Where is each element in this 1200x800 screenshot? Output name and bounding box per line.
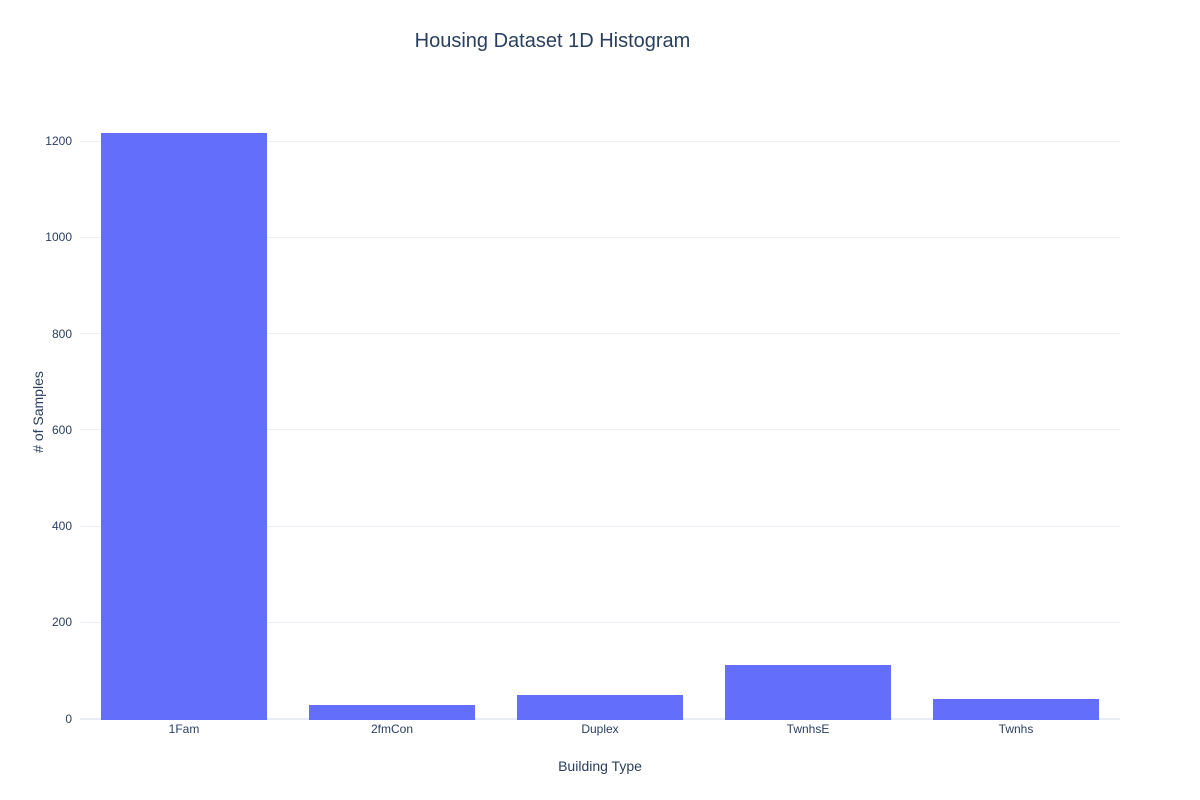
bar-twnhse[interactable] — [725, 665, 891, 720]
x-axis-title: Building Type — [558, 758, 642, 774]
gridline — [80, 140, 1120, 142]
x-tick-label: Twnhs — [998, 722, 1034, 736]
y-tick-label: 1000 — [45, 230, 72, 245]
y-axis-title: # of Samples — [30, 371, 46, 453]
y-tick-label: 400 — [51, 519, 72, 533]
y-tick-label: 800 — [51, 326, 72, 341]
gridline — [80, 333, 1120, 334]
y-tick-label: 200 — [51, 615, 72, 630]
x-tick-label: 2fmCon — [370, 722, 414, 736]
y-tick-label: 600 — [51, 422, 72, 437]
gridline — [80, 236, 1120, 238]
y-tick-label: 0 — [65, 711, 72, 726]
y-tick-label: 1200 — [45, 134, 72, 148]
bar-1fam[interactable] — [101, 133, 267, 720]
gridline — [80, 525, 1120, 527]
bar-duplex[interactable] — [517, 695, 683, 720]
bar-twnhs[interactable] — [933, 699, 1099, 720]
bar-2fmcon[interactable] — [309, 705, 475, 720]
x-tick-label: 1Fam — [168, 722, 200, 736]
gridline — [80, 429, 1120, 431]
x-tick-label: Duplex — [581, 722, 619, 736]
x-tick-label: TwnhsE — [786, 722, 830, 736]
chart-title: Housing Dataset 1D Histogram — [414, 30, 691, 52]
gridline — [80, 621, 1120, 623]
